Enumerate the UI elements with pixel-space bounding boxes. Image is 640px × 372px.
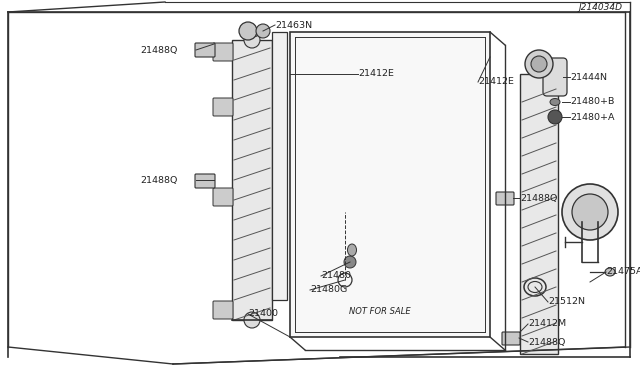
FancyBboxPatch shape — [502, 332, 520, 345]
Circle shape — [244, 32, 260, 48]
Text: 21475A: 21475A — [606, 267, 640, 276]
FancyBboxPatch shape — [195, 43, 215, 57]
Circle shape — [572, 194, 608, 230]
Circle shape — [344, 256, 356, 268]
FancyBboxPatch shape — [213, 98, 233, 116]
Circle shape — [525, 50, 553, 78]
Text: NOT FOR SALE: NOT FOR SALE — [349, 307, 411, 316]
Text: J214034D: J214034D — [578, 3, 622, 12]
Text: 21480+A: 21480+A — [570, 112, 614, 122]
FancyBboxPatch shape — [213, 301, 233, 319]
Ellipse shape — [348, 244, 356, 256]
Bar — [520, 74, 558, 354]
Text: 21488Q: 21488Q — [140, 45, 177, 55]
Bar — [232, 40, 272, 320]
Circle shape — [562, 184, 618, 240]
Text: 21480G: 21480G — [310, 285, 348, 295]
Text: 21488Q: 21488Q — [528, 337, 565, 346]
Text: 21400: 21400 — [248, 310, 278, 318]
FancyBboxPatch shape — [195, 174, 215, 188]
Circle shape — [239, 22, 257, 40]
Circle shape — [548, 110, 562, 124]
Bar — [290, 32, 490, 337]
Text: 21412E: 21412E — [358, 70, 394, 78]
Bar — [272, 32, 287, 300]
Ellipse shape — [244, 27, 260, 37]
Text: 21512N: 21512N — [548, 298, 585, 307]
FancyBboxPatch shape — [213, 43, 233, 61]
Text: 21488Q: 21488Q — [140, 176, 177, 185]
Text: 21480: 21480 — [321, 272, 351, 280]
Text: 21412M: 21412M — [528, 320, 566, 328]
Text: 21480+B: 21480+B — [570, 97, 614, 106]
FancyBboxPatch shape — [496, 192, 514, 205]
FancyBboxPatch shape — [543, 58, 567, 96]
Text: 21444N: 21444N — [570, 73, 607, 81]
Text: 21412E: 21412E — [478, 77, 514, 87]
Circle shape — [244, 312, 260, 328]
Ellipse shape — [550, 99, 560, 106]
Circle shape — [531, 56, 547, 72]
Ellipse shape — [605, 268, 615, 276]
Text: 21463N: 21463N — [275, 20, 312, 29]
FancyBboxPatch shape — [213, 188, 233, 206]
Circle shape — [256, 24, 270, 38]
Text: 21488Q: 21488Q — [520, 193, 557, 202]
